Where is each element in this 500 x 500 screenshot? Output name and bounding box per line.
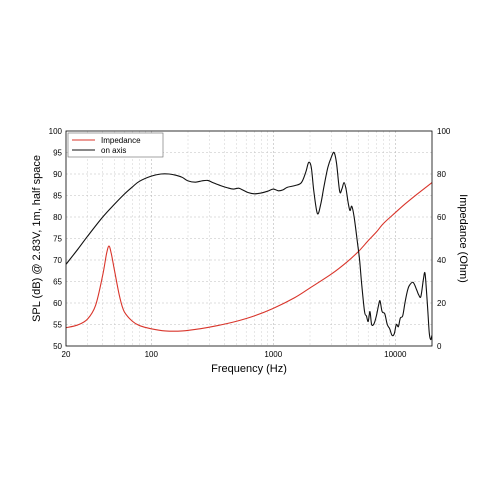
y-right-tick-label: 0 xyxy=(437,342,442,351)
y-left-tick-label: 70 xyxy=(53,256,62,265)
legend-box xyxy=(67,132,164,158)
y-left-tick-label: 90 xyxy=(53,170,62,179)
y-left-tick-label: 75 xyxy=(53,235,62,244)
y-left-tick-label: 100 xyxy=(49,127,63,136)
y-right-tick-label: 80 xyxy=(437,170,446,179)
plot-frame xyxy=(65,130,433,347)
series-line-on-axis xyxy=(66,151,432,341)
y-right-axis-ticks: 0 20 40 60 80 100 xyxy=(437,127,451,351)
legend: Impedance on axis xyxy=(67,132,164,158)
y-right-tick-label: 100 xyxy=(437,127,451,136)
y-right-axis-label: Impedance (Ohm) xyxy=(457,194,469,283)
series-layer xyxy=(66,151,432,341)
x-tick-label: 10000 xyxy=(384,350,407,359)
y-left-tick-label: 80 xyxy=(53,213,62,222)
y-right-tick-label: 40 xyxy=(437,256,446,265)
y-left-tick-label: 85 xyxy=(53,192,62,201)
y-left-tick-label: 50 xyxy=(53,342,62,351)
y-left-axis-ticks: 50 55 60 65 70 75 80 85 90 95 100 xyxy=(49,127,63,351)
x-axis-ticks: 20 100 1000 10000 xyxy=(62,350,407,359)
x-tick-label: 20 xyxy=(62,350,71,359)
y-right-tick-label: 60 xyxy=(437,213,446,222)
y-left-axis-label: SPL (dB) @ 2.83V, 1m, half space xyxy=(31,155,43,322)
y-left-tick-label: 60 xyxy=(53,299,62,308)
x-axis-label: Frequency (Hz) xyxy=(211,363,287,375)
x-tick-label: 100 xyxy=(145,350,159,359)
y-left-tick-label: 65 xyxy=(53,278,62,287)
x-tick-label: 1000 xyxy=(264,350,282,359)
series-line-impedance xyxy=(66,182,432,332)
y-left-tick-label: 95 xyxy=(53,149,62,158)
legend-label-impedance: Impedance xyxy=(101,136,141,145)
y-right-tick-label: 20 xyxy=(437,299,446,308)
y-left-tick-label: 55 xyxy=(53,321,62,330)
legend-label-on-axis: on axis xyxy=(101,146,126,155)
